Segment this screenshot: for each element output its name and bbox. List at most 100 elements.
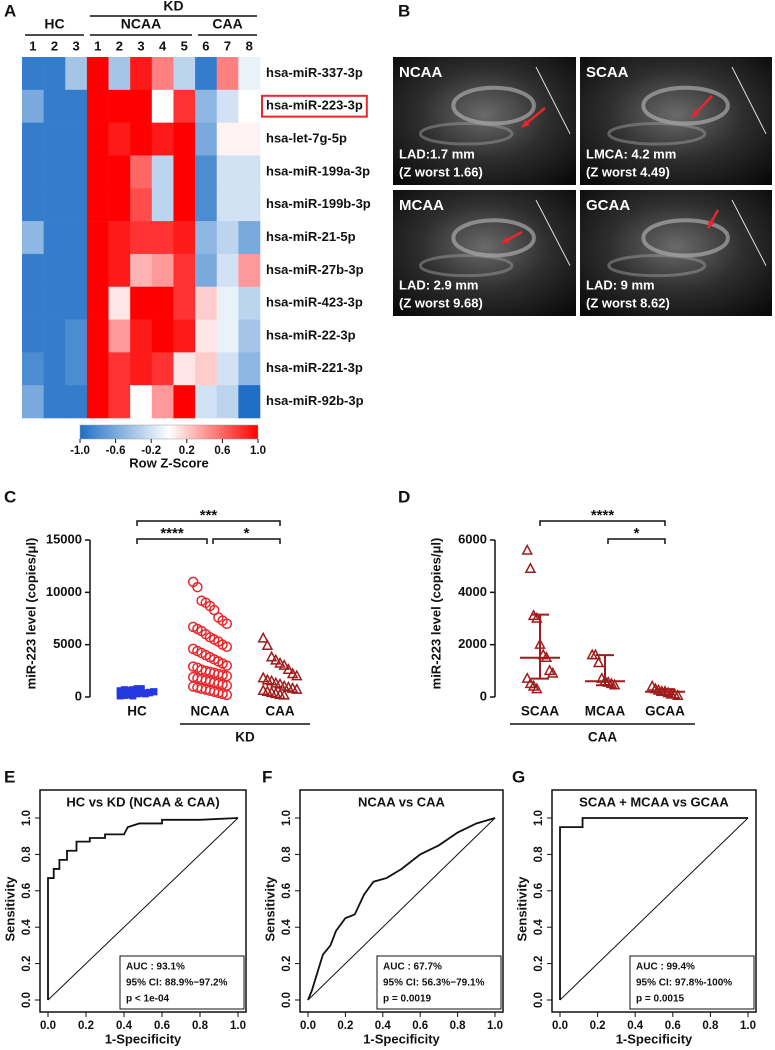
row-label: hsa-miR-221-3p bbox=[266, 360, 363, 375]
stats-text: 95% CI: 88.9%−97.2% bbox=[126, 978, 228, 989]
heatmap-cell bbox=[195, 352, 218, 386]
heatmap-cell bbox=[130, 89, 153, 123]
data-point bbox=[291, 683, 303, 694]
heatmap-cell bbox=[151, 253, 174, 288]
y-tick-label: 0.0 bbox=[21, 992, 33, 1008]
heatmap-cell bbox=[130, 352, 153, 386]
column-label: 4 bbox=[159, 38, 167, 53]
y-axis-label: miR-223 level (copies/μl) bbox=[428, 538, 443, 690]
heatmap-cell bbox=[151, 122, 174, 156]
y-tick-label: 1.0 bbox=[21, 810, 33, 826]
x-tick-label: 0.4 bbox=[375, 1020, 392, 1032]
heatmap-cell bbox=[195, 385, 218, 419]
heatmap-cell bbox=[22, 122, 44, 156]
x-tick-label: 1.0 bbox=[740, 1020, 756, 1032]
y-tick-label: 4000 bbox=[458, 584, 487, 599]
stats-text: 95% CI: 56.3%−79.1% bbox=[383, 978, 485, 989]
data-point bbox=[521, 543, 533, 555]
row-label: hsa-let-7g-5p bbox=[266, 130, 347, 145]
image-title: MCAA bbox=[399, 197, 444, 214]
heatmap-cell bbox=[108, 385, 131, 419]
plot-title: HC vs KD (NCAA & CAA) bbox=[66, 794, 219, 809]
heatmap-cell bbox=[86, 319, 109, 353]
heatmap-cell bbox=[43, 122, 66, 156]
x-tick-label: 0.6 bbox=[154, 1020, 170, 1032]
data-point bbox=[291, 669, 303, 681]
significance-bracket bbox=[539, 520, 666, 526]
row-label: hsa-miR-337-3p bbox=[266, 65, 363, 80]
heatmap-cell bbox=[108, 253, 131, 288]
heatmap-cell bbox=[22, 57, 44, 91]
heatmap-cell bbox=[43, 352, 66, 386]
data-point bbox=[125, 691, 133, 699]
significance-label: **** bbox=[591, 507, 615, 524]
echo-structure bbox=[418, 254, 514, 278]
data-point bbox=[278, 688, 290, 700]
x-tick-label: 0.4 bbox=[116, 1020, 133, 1032]
heatmap-cell bbox=[151, 319, 174, 353]
stats-text: p = 0.0019 bbox=[383, 994, 432, 1005]
heatmap-cell bbox=[173, 89, 196, 123]
group-label: HC bbox=[44, 16, 64, 32]
panel-letter: F bbox=[262, 767, 272, 786]
heatmap-cell bbox=[86, 286, 109, 320]
heatmap-cell bbox=[216, 385, 239, 419]
x-tick-label: MCAA bbox=[585, 704, 626, 719]
heatmap-cell bbox=[22, 385, 44, 419]
x-axis-label: 1-Specificity bbox=[105, 1031, 182, 1046]
heatmap-cell bbox=[216, 352, 239, 386]
heatmap-cell bbox=[195, 286, 218, 320]
stats-text: 95% CI: 97.8%-100% bbox=[636, 978, 732, 989]
heatmap-cell bbox=[22, 89, 44, 123]
heatmap-cell bbox=[195, 221, 218, 255]
panel-letter: A bbox=[4, 1, 16, 20]
echo-image bbox=[393, 57, 576, 185]
x-tick-label: 0.2 bbox=[590, 1020, 606, 1032]
row-label: hsa-miR-199b-3p bbox=[266, 196, 371, 211]
scale-line bbox=[731, 199, 767, 266]
x-tick-label: 0.2 bbox=[337, 1020, 353, 1032]
heatmap-cell bbox=[108, 188, 131, 222]
heatmap-cell bbox=[86, 221, 109, 255]
heatmap-cell bbox=[130, 319, 153, 353]
heatmap-cell bbox=[173, 385, 196, 419]
y-tick-label: 0.2 bbox=[21, 956, 33, 972]
heatmap-cell bbox=[65, 155, 88, 189]
heatmap-cell bbox=[108, 57, 131, 91]
data-point bbox=[257, 631, 269, 643]
x-tick-label: SCAA bbox=[521, 704, 560, 719]
x-tick-label: GCAA bbox=[645, 704, 685, 719]
heatmap-cell bbox=[195, 57, 218, 91]
data-point bbox=[261, 639, 274, 650]
heatmap-cell bbox=[22, 319, 44, 353]
echo-structure bbox=[451, 218, 536, 258]
x-tick-label: NCAA bbox=[191, 704, 230, 719]
colorbar bbox=[79, 424, 259, 440]
stats-box bbox=[119, 955, 245, 1010]
data-point bbox=[133, 685, 141, 693]
colorbar-tick-label: -0.6 bbox=[106, 445, 126, 457]
heatmap-cell bbox=[108, 89, 131, 123]
significance-bracket bbox=[136, 538, 208, 544]
y-tick-label: 0.4 bbox=[281, 919, 293, 936]
data-point bbox=[547, 666, 559, 678]
data-point bbox=[524, 562, 537, 574]
group-label: CAA bbox=[212, 16, 242, 32]
data-point bbox=[221, 689, 233, 701]
heatmap-cell bbox=[65, 352, 88, 386]
heatmap-cell bbox=[195, 122, 218, 156]
row-label: hsa-miR-423-3p bbox=[266, 295, 363, 310]
column-label: 3 bbox=[72, 38, 79, 53]
heatmap-cell bbox=[238, 188, 261, 222]
data-point bbox=[221, 660, 233, 671]
heatmap-cell bbox=[173, 57, 196, 91]
heatmap-cell bbox=[130, 155, 153, 189]
y-tick-label: 0.8 bbox=[281, 846, 293, 863]
image-caption: LAD:1.7 mm bbox=[399, 146, 475, 161]
heatmap-cell bbox=[173, 352, 196, 386]
echo-structure bbox=[641, 85, 730, 126]
stats-box bbox=[376, 955, 502, 1010]
image-caption: (Z worst 4.49) bbox=[586, 164, 670, 179]
reference-diagonal bbox=[47, 817, 239, 1001]
